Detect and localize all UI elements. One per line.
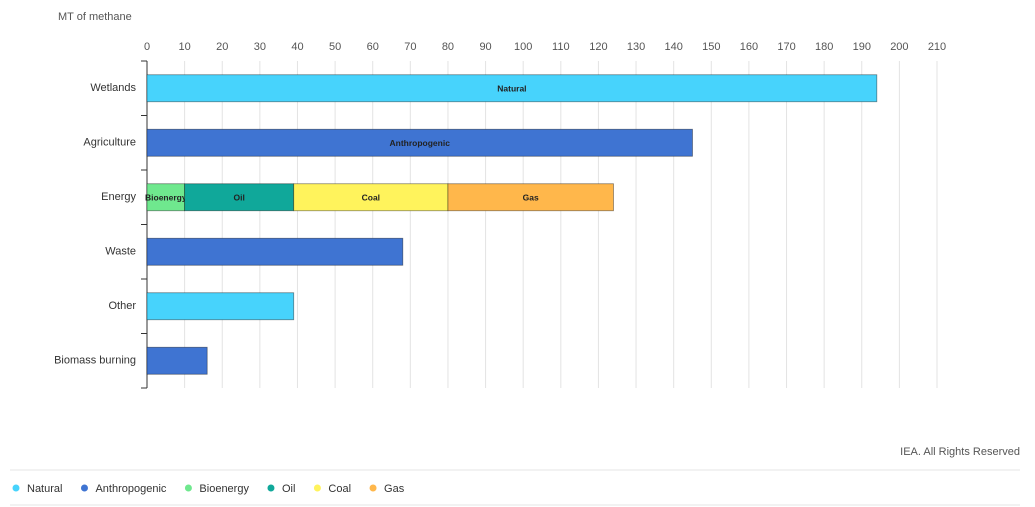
- legend-swatch: [267, 484, 275, 492]
- legend-label: Gas: [384, 483, 405, 495]
- x-tick-label: 190: [853, 41, 871, 53]
- bar-segment: [293, 183, 449, 212]
- credit: IEA. All Rights Reserved: [900, 446, 1020, 458]
- x-tick-label: 30: [254, 41, 266, 53]
- x-tick-label: 70: [404, 41, 416, 53]
- legend-label: Bioenergy: [199, 483, 249, 495]
- x-tick-label: 170: [777, 41, 795, 53]
- x-tick-label: 50: [329, 41, 341, 53]
- legend-item[interactable]: Bioenergy: [184, 483, 250, 495]
- legend-swatch: [80, 484, 88, 492]
- x-tick-label: 150: [702, 41, 720, 53]
- y-tick-label: Agriculture: [83, 137, 136, 149]
- y-tick-label: Energy: [101, 191, 136, 203]
- x-tick-label: 20: [216, 41, 228, 53]
- x-tick-label: 60: [367, 41, 379, 53]
- segment-label: Bioenergy: [145, 193, 187, 203]
- x-tick-label: 140: [664, 41, 682, 53]
- y-tick-label: Wetlands: [90, 82, 136, 94]
- legend-label: Coal: [328, 483, 351, 495]
- bar-segment: [184, 183, 295, 212]
- x-tick-label: 80: [442, 41, 454, 53]
- legend-label: Anthropogenic: [95, 483, 166, 495]
- bar-segment: [146, 183, 186, 212]
- legend-swatch: [313, 484, 321, 492]
- legend-item[interactable]: Natural: [12, 483, 63, 495]
- legend-swatch: [369, 484, 377, 492]
- segment-label: Anthropogenic: [390, 138, 451, 148]
- x-tick-label: 120: [589, 41, 607, 53]
- x-tick-label: 40: [291, 41, 303, 53]
- segment-label: Oil: [233, 193, 244, 203]
- segment-label: Natural: [497, 84, 526, 94]
- x-tick-label: 100: [514, 41, 532, 53]
- axis-title: MT of methane: [58, 11, 132, 23]
- legend-label: Natural: [27, 483, 62, 495]
- legend-item[interactable]: Anthropogenic: [80, 483, 167, 495]
- bar-segment: [146, 74, 878, 103]
- y-tick-label: Waste: [105, 246, 136, 258]
- x-tick-label: 90: [479, 41, 491, 53]
- y-tick-label: Other: [108, 300, 136, 312]
- legend-item[interactable]: Gas: [369, 483, 405, 495]
- y-tick-label: Biomass burning: [54, 355, 136, 367]
- x-tick-label: 130: [627, 41, 645, 53]
- x-tick-label: 200: [890, 41, 908, 53]
- segment-label: Gas: [523, 193, 539, 203]
- legend-item[interactable]: Coal: [313, 483, 351, 495]
- legend-item[interactable]: Oil: [267, 483, 295, 495]
- legend-swatch: [184, 484, 192, 492]
- x-tick-label: 210: [928, 41, 946, 53]
- bar-segment: [447, 183, 614, 212]
- x-tick-label: 10: [178, 41, 190, 53]
- legend-label: Oil: [282, 483, 295, 495]
- x-tick-label: 160: [740, 41, 758, 53]
- bar-segment: [146, 128, 693, 157]
- x-tick-label: 180: [815, 41, 833, 53]
- bar-segment: [146, 292, 295, 321]
- bar-segment: [146, 346, 208, 375]
- legend-swatch: [12, 484, 20, 492]
- x-tick-label: 110: [552, 41, 570, 53]
- x-tick-label: 0: [144, 41, 150, 53]
- segment-label: Coal: [362, 193, 380, 203]
- bar-segment: [146, 237, 404, 266]
